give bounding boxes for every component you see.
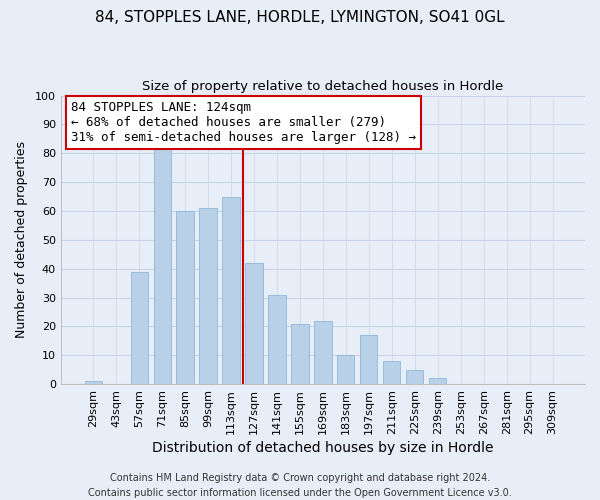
Bar — [245, 263, 263, 384]
Bar — [383, 361, 400, 384]
Y-axis label: Number of detached properties: Number of detached properties — [15, 142, 28, 338]
Text: 84 STOPPLES LANE: 124sqm
← 68% of detached houses are smaller (279)
31% of semi-: 84 STOPPLES LANE: 124sqm ← 68% of detach… — [71, 102, 416, 144]
Title: Size of property relative to detached houses in Hordle: Size of property relative to detached ho… — [142, 80, 503, 93]
Bar — [85, 382, 102, 384]
Bar — [223, 196, 239, 384]
Bar — [360, 335, 377, 384]
Text: Contains HM Land Registry data © Crown copyright and database right 2024.
Contai: Contains HM Land Registry data © Crown c… — [88, 472, 512, 498]
Bar — [131, 272, 148, 384]
Bar — [406, 370, 424, 384]
Bar — [292, 324, 308, 384]
Bar — [429, 378, 446, 384]
Bar — [176, 211, 194, 384]
Bar — [154, 148, 171, 384]
Bar — [314, 320, 332, 384]
Bar — [337, 356, 355, 384]
X-axis label: Distribution of detached houses by size in Hordle: Distribution of detached houses by size … — [152, 441, 494, 455]
Bar — [199, 208, 217, 384]
Text: 84, STOPPLES LANE, HORDLE, LYMINGTON, SO41 0GL: 84, STOPPLES LANE, HORDLE, LYMINGTON, SO… — [95, 10, 505, 25]
Bar — [268, 294, 286, 384]
